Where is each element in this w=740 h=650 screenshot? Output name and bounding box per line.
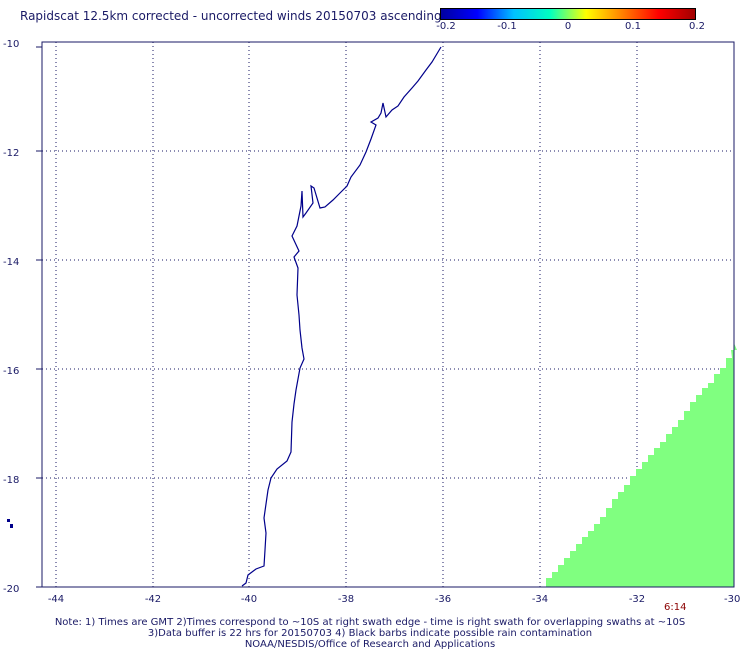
- swath-time-label: 6:14: [664, 602, 686, 613]
- colorbar-label: 0.1: [625, 21, 641, 32]
- colorbar: [440, 8, 696, 20]
- wind-swath: [546, 343, 740, 587]
- lon-tick-label: -36: [435, 594, 451, 605]
- colorbar-label: -0.2: [436, 21, 456, 32]
- island: [10, 524, 13, 528]
- lat-lon-grid: [36, 42, 734, 588]
- colorbar-label: -0.1: [497, 21, 517, 32]
- lon-tick-label: -30: [724, 594, 740, 605]
- lat-tick-label: -16: [3, 366, 19, 377]
- lon-tick-label: -34: [532, 594, 548, 605]
- swath-area: [546, 343, 740, 587]
- lat-axis: -10 -12 -14 -16 -18 -20: [3, 39, 19, 595]
- lat-tick-label: -18: [3, 475, 19, 486]
- lon-tick-label: -40: [241, 594, 257, 605]
- lat-tick-label: -10: [3, 39, 19, 50]
- lat-tick-label: -20: [3, 584, 19, 595]
- lon-tick-label: -44: [48, 594, 64, 605]
- chart-title: Rapidscat 12.5km corrected - uncorrected…: [20, 9, 442, 23]
- note-line-1: Note: 1) Times are GMT 2)Times correspon…: [54, 617, 686, 628]
- coastline: [241, 46, 442, 587]
- lon-axis: -44 -42 -40 -38 -36 -34 -32 -30: [48, 594, 740, 605]
- lat-tick-label: -12: [3, 148, 19, 159]
- plot-frame: [41, 41, 735, 588]
- lon-tick-label: -38: [338, 594, 354, 605]
- note-line-2: 3)Data buffer is 22 hrs for 20150703 4) …: [147, 628, 593, 639]
- colorbar-label: 0: [564, 21, 572, 32]
- colorbar-label: 0.2: [689, 21, 705, 32]
- island: [7, 519, 10, 522]
- note-line-3: NOAA/NESDIS/Office of Research and Appli…: [244, 639, 496, 650]
- lat-tick-label: -14: [3, 257, 19, 268]
- lon-tick-label: -32: [629, 594, 645, 605]
- lon-tick-label: -42: [145, 594, 161, 605]
